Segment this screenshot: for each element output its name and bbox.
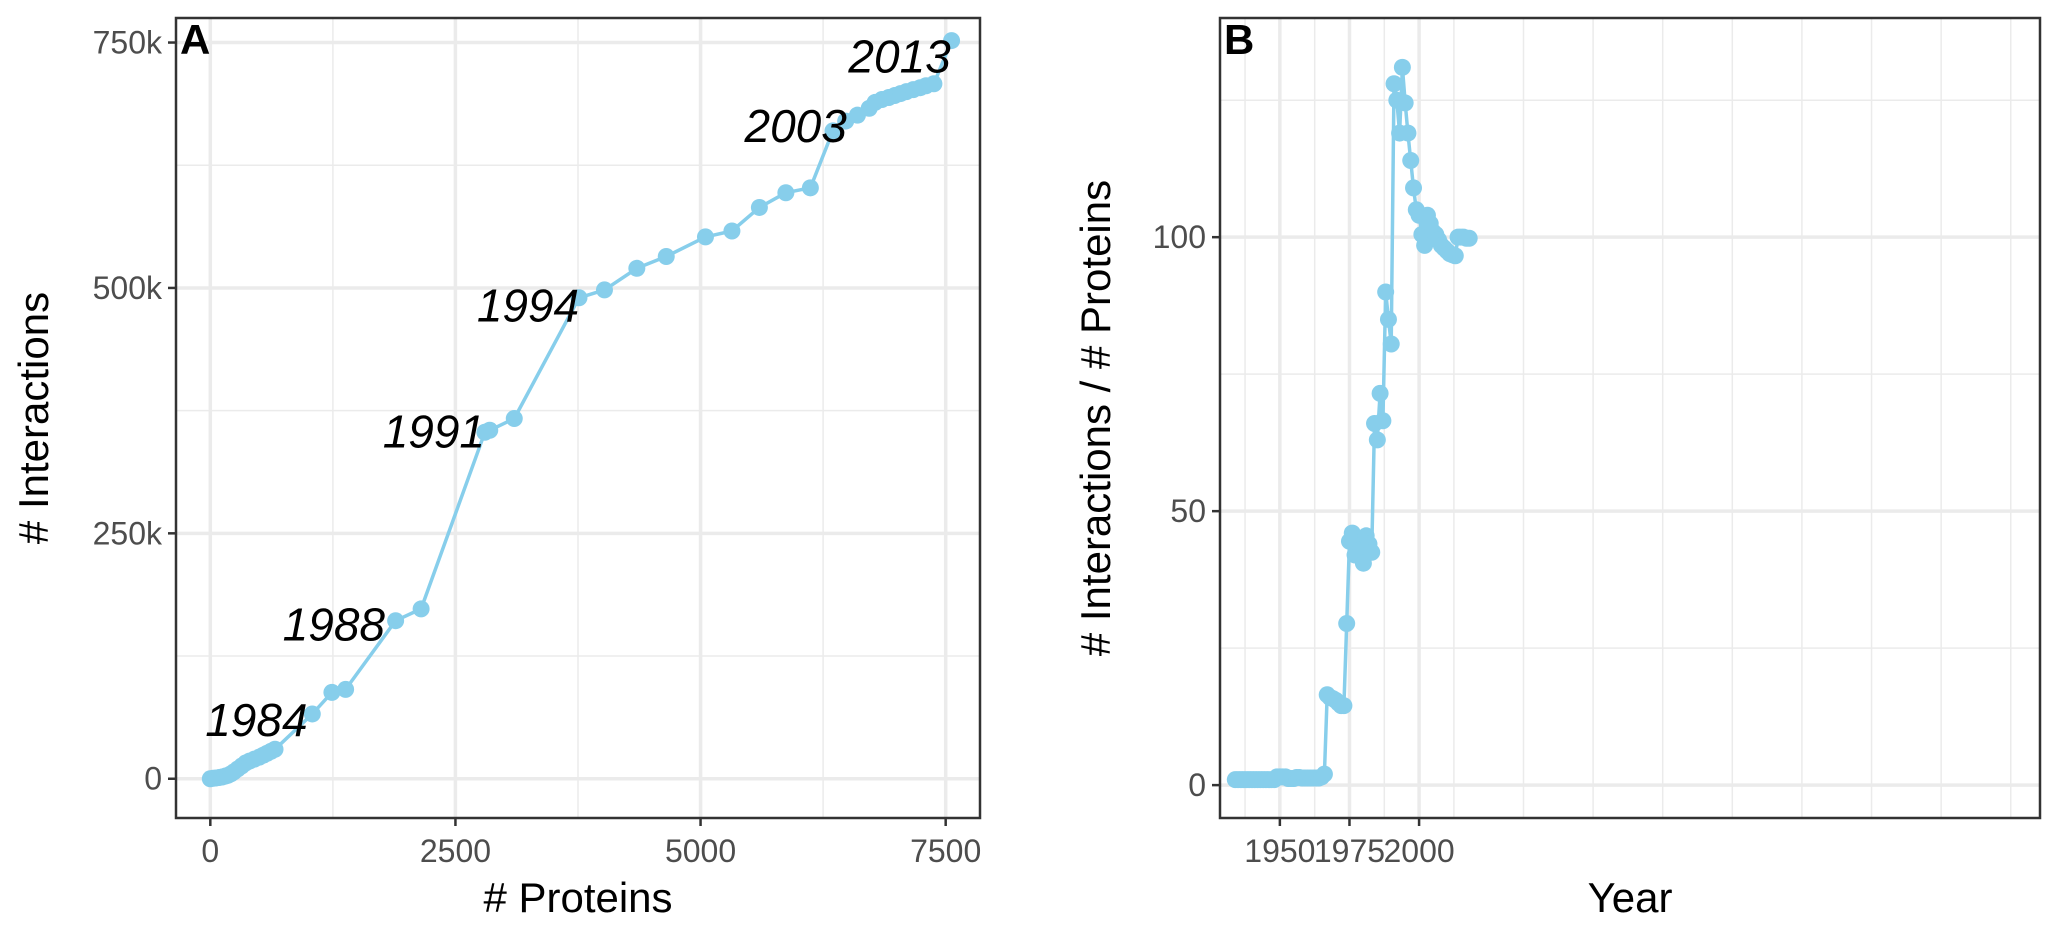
plot-background [1220, 18, 2040, 818]
year-annotation: 1984 [205, 694, 307, 746]
data-point [1399, 124, 1417, 142]
data-point [824, 122, 842, 140]
data-point [628, 259, 646, 277]
y-tick-label: 100 [1153, 219, 1206, 255]
data-point [801, 179, 819, 197]
data-point [1460, 229, 1478, 247]
data-point [1363, 543, 1381, 561]
y-tick-label: 500k [93, 270, 163, 306]
x-tick-label: 1950 [1244, 833, 1315, 869]
data-point [1405, 179, 1423, 197]
x-axis-title: Year [1588, 874, 1673, 921]
data-point [1393, 58, 1411, 76]
data-point [925, 75, 943, 93]
data-point [266, 740, 284, 758]
x-tick-label: 5000 [665, 833, 736, 869]
data-point [1371, 384, 1389, 402]
panel-a-chart: 0 2500 5000 7500 0 250k 500k 750k # Proteins # In… [10, 16, 981, 921]
x-tick-label: 1975 [1314, 833, 1385, 869]
year-annotation: 1988 [283, 599, 386, 651]
x-tick-label: 2000 [1383, 833, 1454, 869]
data-point [943, 32, 961, 50]
data-point [750, 198, 768, 216]
data-point [323, 683, 341, 701]
year-annotation: 2003 [743, 100, 847, 152]
data-point [1385, 75, 1403, 93]
data-point [1446, 247, 1464, 265]
data-point [505, 409, 523, 427]
x-tick-label: 0 [201, 833, 219, 869]
data-point [303, 705, 321, 723]
year-annotation: 1994 [477, 280, 579, 332]
x-axis-title: # Proteins [483, 874, 672, 921]
data-point [1396, 94, 1414, 112]
y-axis-title: # Interactions / # Proteins [1072, 180, 1119, 656]
data-point [1374, 412, 1392, 430]
data-point [723, 222, 741, 240]
data-point [696, 228, 714, 246]
data-point [1338, 614, 1356, 632]
panel-label: B [1224, 16, 1254, 63]
data-point [387, 612, 405, 630]
data-point [1368, 431, 1386, 449]
y-tick-label: 0 [1188, 767, 1206, 803]
data-point [1402, 151, 1420, 169]
data-point [595, 281, 613, 299]
data-point [1382, 335, 1400, 353]
data-point [1335, 697, 1353, 715]
data-point [481, 421, 499, 439]
data-point [1377, 283, 1395, 301]
x-tick-label: 2500 [420, 833, 491, 869]
data-point [1416, 236, 1434, 254]
data-point [570, 289, 588, 307]
y-tick-label: 250k [93, 515, 163, 551]
data-point [657, 248, 675, 266]
y-tick-label: 50 [1170, 493, 1206, 529]
data-point [337, 680, 355, 698]
data-point [1379, 310, 1397, 328]
y-tick-label: 0 [144, 761, 162, 797]
year-annotation: 1991 [383, 405, 485, 457]
x-tick-label: 7500 [910, 833, 981, 869]
panel-border [1218, 16, 2042, 820]
y-tick-label: 750k [93, 25, 163, 61]
data-point [777, 184, 795, 202]
panel-border [174, 16, 982, 820]
data-point [412, 600, 430, 618]
data-point [1315, 765, 1333, 783]
year-annotation: 2013 [847, 30, 951, 82]
panel-label: A [180, 16, 210, 63]
y-axis-title: # Interactions [10, 292, 57, 544]
